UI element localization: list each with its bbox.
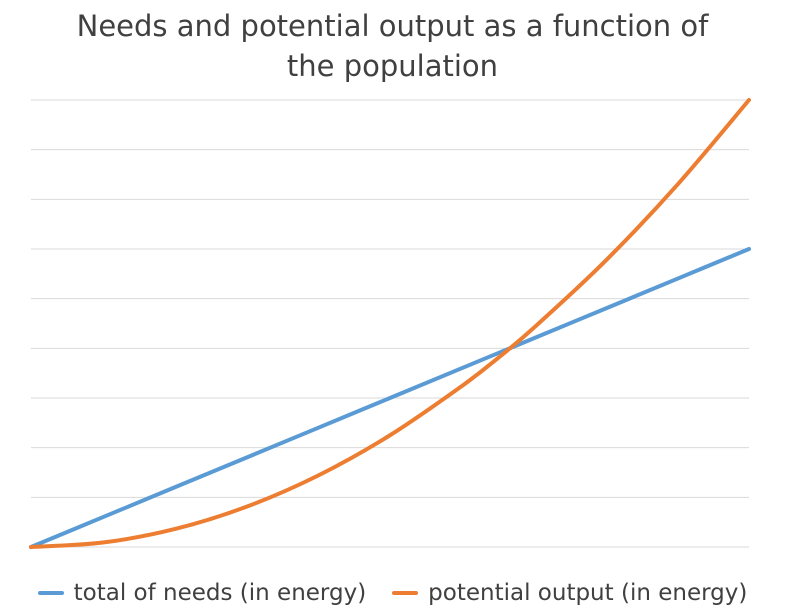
chart-title: Needs and potential output as a function… [0, 6, 785, 86]
series-line-output [29, 98, 751, 549]
gridlines [31, 99, 749, 548]
chart-title-line-1: Needs and potential output as a function… [76, 9, 709, 43]
legend-label-output: potential output (in energy) [428, 580, 748, 606]
series-line-needs [29, 247, 751, 549]
legend-label-needs: total of needs (in energy) [73, 580, 367, 606]
legend-item-output: potential output (in energy) [392, 580, 747, 606]
series-lines [29, 98, 751, 549]
legend-swatch-output [392, 591, 419, 595]
legend-item-needs: total of needs (in energy) [37, 580, 367, 606]
legend-swatch-needs [37, 591, 64, 595]
legend: total of needs (in energy) potential out… [0, 578, 785, 608]
chart-title-line-2: the population [286, 49, 499, 83]
